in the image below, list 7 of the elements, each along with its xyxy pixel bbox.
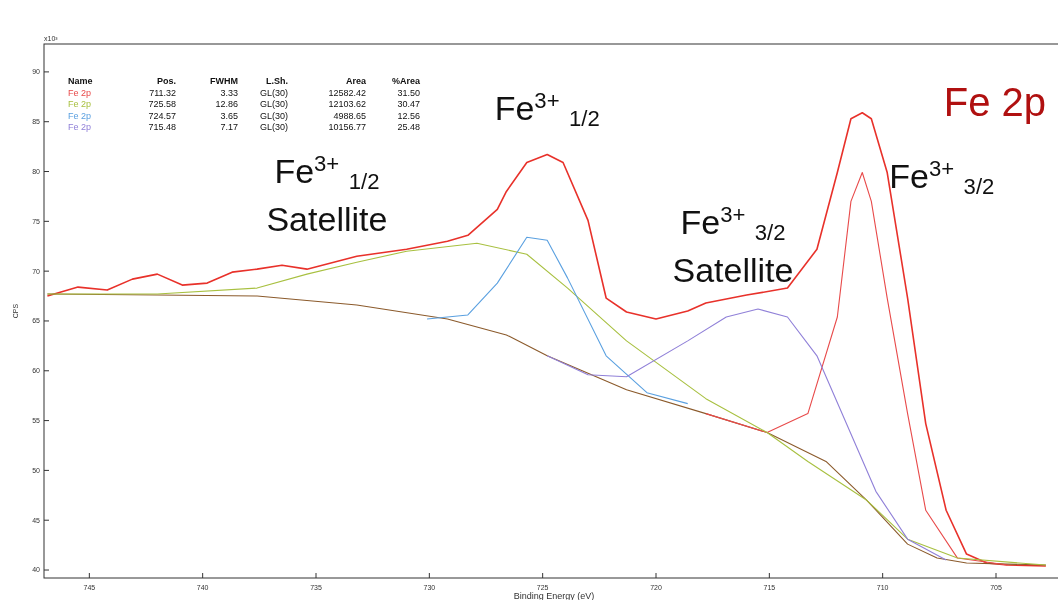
text: Fe 2p 724.57 3.65 GL(30) 4988.65 12.56 <box>68 110 420 121</box>
text: Fe 2p <box>943 80 1046 124</box>
x-axis-title: Binding Energy (eV) <box>513 591 595 600</box>
text: Fe 2p 715.48 7.17 GL(30) 10156.77 25.48 <box>68 122 420 132</box>
text: Fe 2p 711.32 3.33 GL(30) 12582.42 31.50 <box>68 87 420 98</box>
text: Fe 2p 725.58 12.86 GL(30) 12103.62 30.47 <box>68 99 420 109</box>
text: Name Pos. FWHM L.Sh. Area %Area <box>68 76 420 86</box>
